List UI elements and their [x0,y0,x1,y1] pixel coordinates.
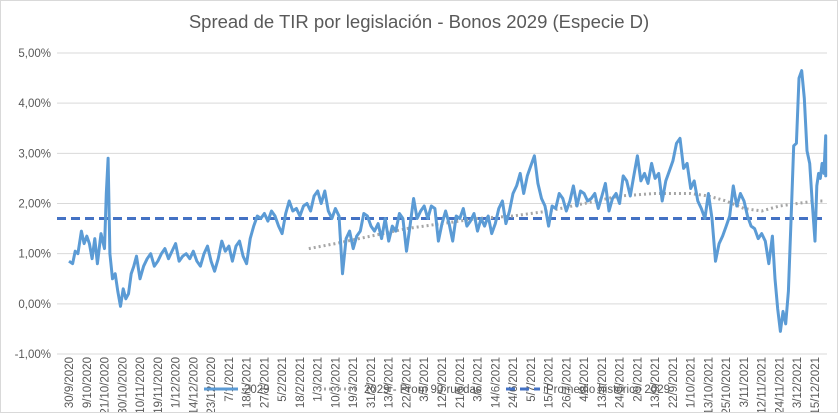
x-tick-label: 12/11/2021 [757,357,769,412]
x-tick-label: 31/3/2021 [366,357,378,408]
x-tick-label: 21/5/2021 [455,357,467,408]
x-tick-label: 19/3/2021 [348,357,360,408]
x-tick-label: 3/6/2021 [473,357,485,402]
x-tick-label: 12/5/2021 [437,357,449,408]
legend-item-label: 2029 - Prom 90 ruedas [364,384,482,396]
legend-item-label: Promedio histórico 2029 [546,384,670,396]
y-tick-label: 4,00% [18,98,51,110]
x-tick-label: 1/3/2021 [313,357,325,402]
x-tick-label: 15/7/2021 [544,357,556,408]
x-tick-label: 26/7/2021 [561,357,573,408]
x-tick-label: 24/11/2021 [774,357,786,412]
x-tick-label: 5/2/2021 [277,357,289,402]
x-tick-label: 1/12/2020 [171,357,183,408]
x-tick-label: 18/2/2021 [295,357,307,408]
series-layer [57,69,828,333]
x-tick-label: 27/1/2021 [259,357,271,408]
x-tick-label: 10/3/2021 [330,357,342,408]
x-tick-label: 30/10/2020 [117,357,129,412]
x-tick-label: 22/9/2021 [668,357,680,408]
x-tick-label: 13/4/2021 [384,357,396,408]
x-tick-label: 25/10/2021 [721,357,733,412]
y-axis: -1,00% 0,00% 1,00% 2,00% 3,00% 4,00% 5,00% [15,48,51,361]
x-tick-label: 21/10/2020 [100,357,112,412]
x-tick-label: 3/5/2021 [419,357,431,402]
series-prom-90-ruedas [308,192,824,251]
series-2029 [68,69,828,333]
x-tick-label: 15/12/2021 [810,357,822,412]
x-tick-label: 19/11/2020 [153,357,165,412]
x-tick-label: 1/10/2021 [686,357,698,408]
x-tick-label: 22/4/2021 [401,357,413,408]
x-tick-label: 30/9/2020 [64,357,76,408]
legend-item-label: 2029 [244,384,270,396]
x-tick-label: 4/8/2021 [579,357,591,402]
x-tick-label: 5/7/2021 [526,357,538,402]
x-tick-label: 24/8/2021 [615,357,627,408]
x-tick-label: 13/10/2021 [703,357,715,412]
x-tick-label: 10/11/2020 [135,357,147,412]
x-tick-label: 3/11/2021 [739,357,751,407]
x-tick-label: 2/9/2021 [632,357,644,402]
x-tick-label: 3/12/2021 [792,357,804,408]
y-tick-label: 1,00% [18,249,51,261]
y-tick-label: 3,00% [18,148,51,160]
x-tick-label: 13/8/2021 [597,357,609,408]
x-tick-label: 14/12/2020 [188,357,200,412]
y-tick-label: -1,00% [15,349,51,361]
x-tick-label: 23/12/2020 [206,357,218,412]
y-tick-label: 2,00% [18,199,51,211]
x-tick-label: 14/6/2021 [490,357,502,408]
x-tick-label: 7/1/2021 [224,357,236,402]
x-tick-label: 13/9/2021 [650,357,662,408]
chart-title: Spread de TIR por legislación - Bonos 20… [189,11,649,32]
x-tick-label: 9/10/2020 [82,357,94,408]
y-tick-label: 5,00% [18,48,51,60]
y-tick-label: 0,00% [18,299,51,311]
x-axis: 30/9/2020 9/10/2020 21/10/2020 30/10/2020 10… [64,357,822,412]
x-tick-label: 18/1/2021 [242,357,254,408]
gridlines [57,52,827,355]
x-tick-label: 24/6/2021 [508,357,520,408]
legend: 2029 2029 - Prom 90 ruedas Promedio histór… [204,384,670,396]
